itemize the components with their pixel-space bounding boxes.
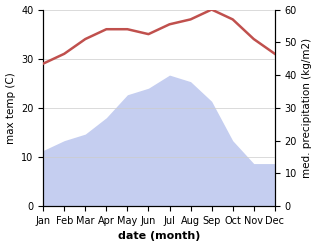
Y-axis label: max temp (C): max temp (C) — [5, 72, 16, 144]
Y-axis label: med. precipitation (kg/m2): med. precipitation (kg/m2) — [302, 38, 313, 178]
X-axis label: date (month): date (month) — [118, 231, 200, 242]
